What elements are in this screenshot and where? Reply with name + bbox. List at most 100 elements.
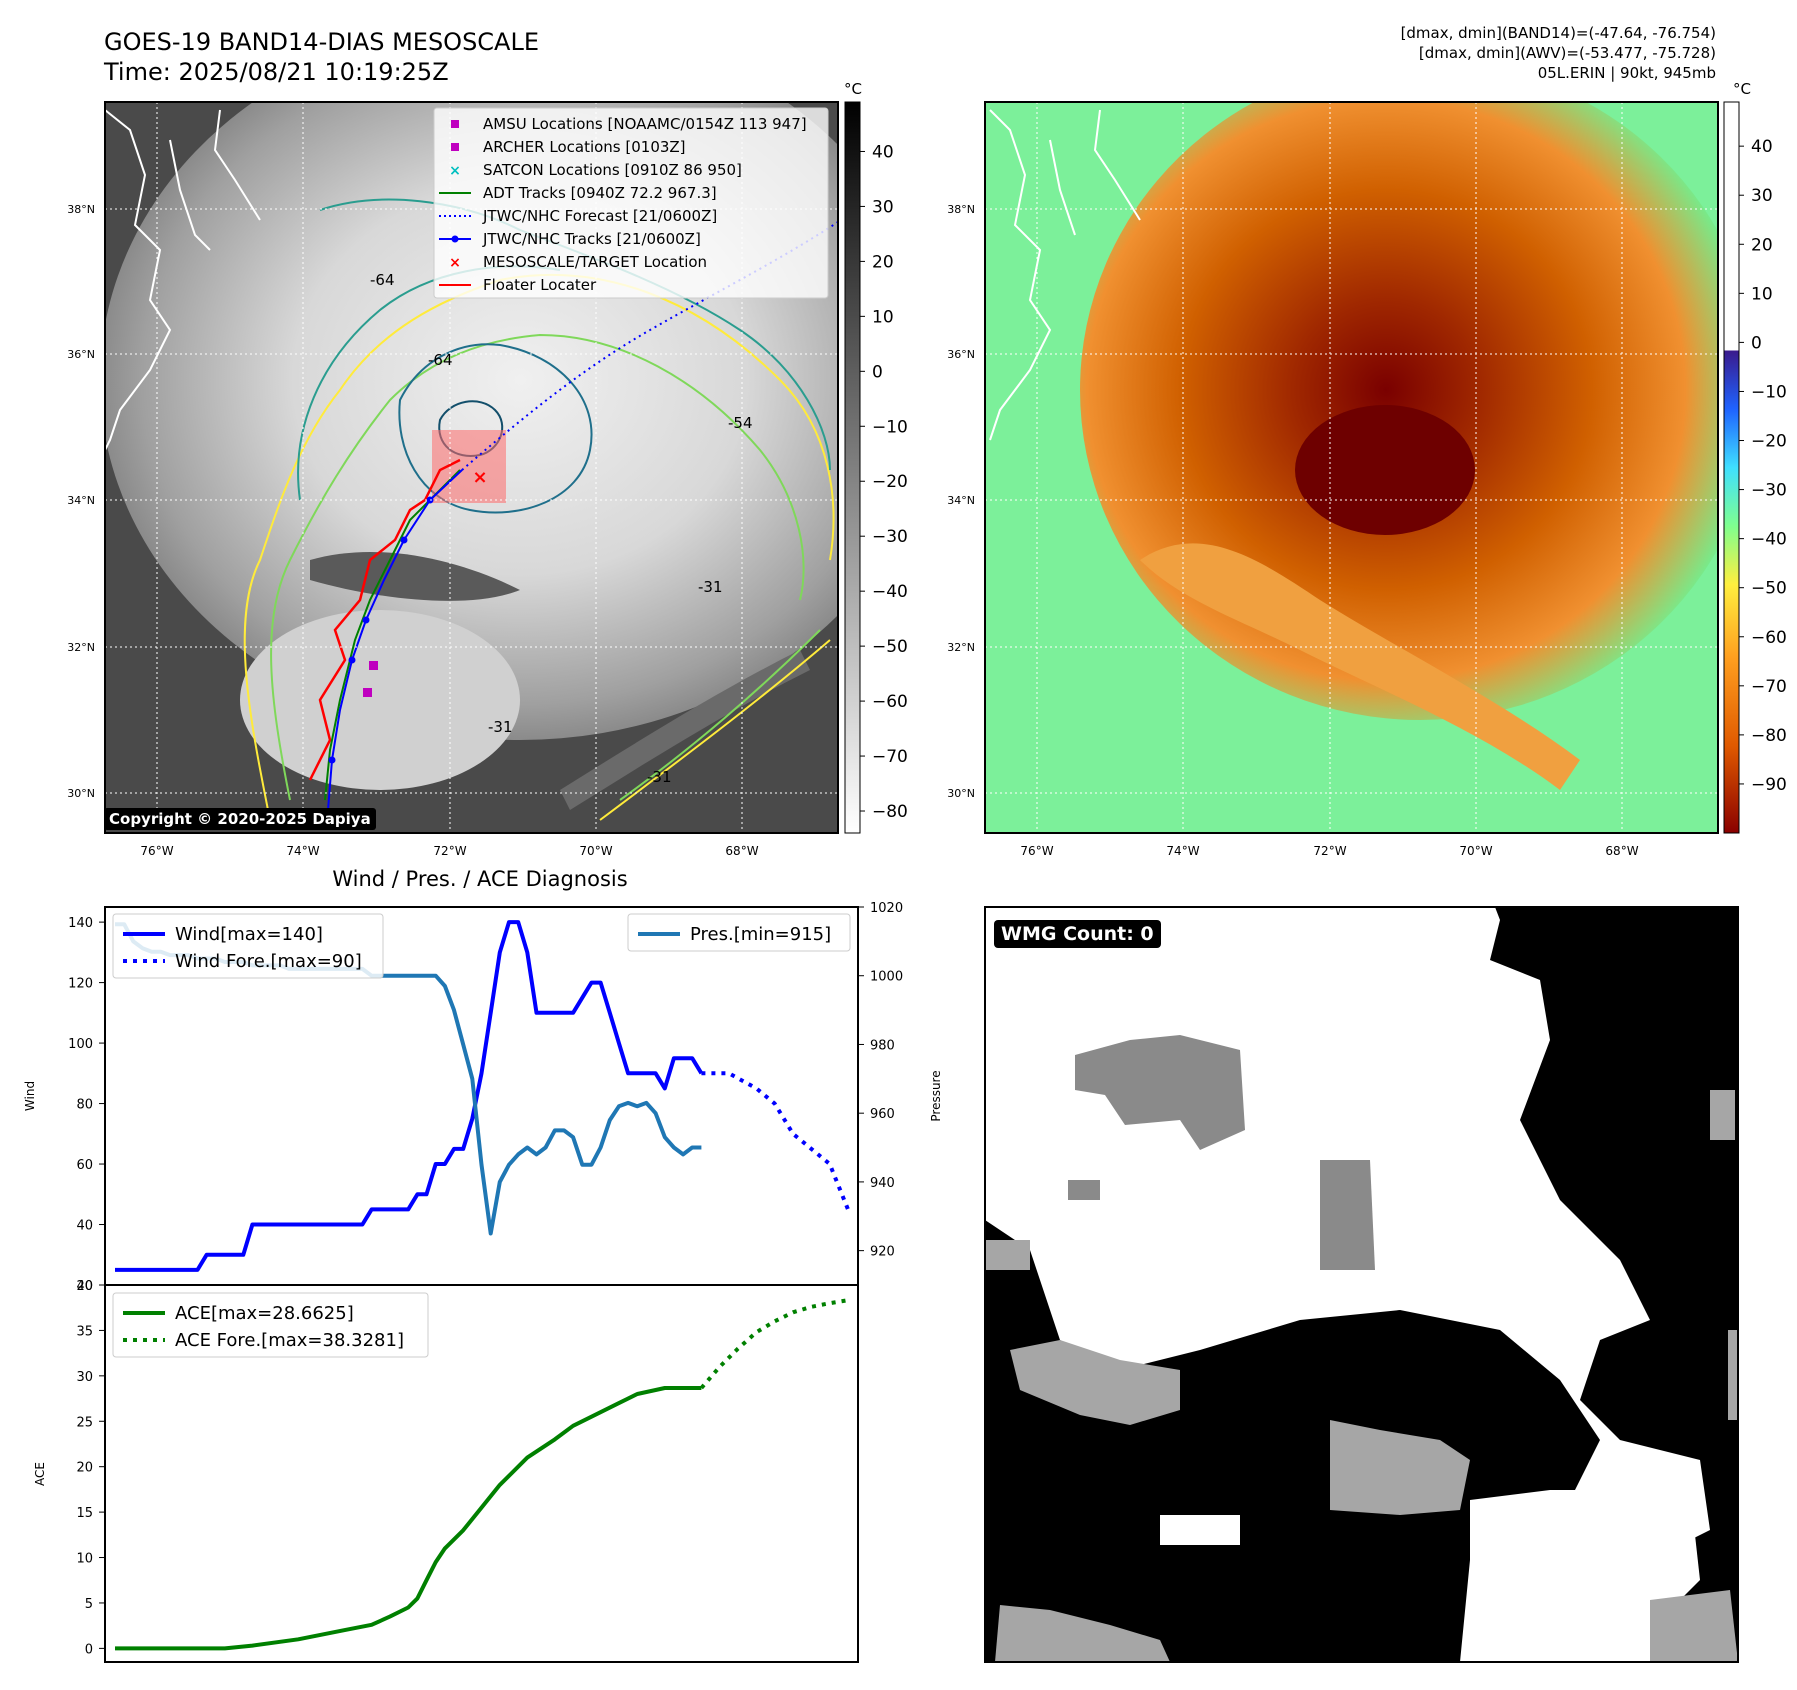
y-tick-label: 140 <box>68 916 93 931</box>
chart-legend-box <box>112 1292 429 1358</box>
diag-title: Wind / Pres. / ACE Diagnosis <box>332 867 627 891</box>
track-legend: AMSU Locations [NOAAMC/0154Z 113 947] ARC… <box>433 107 829 299</box>
ir-colorbar-fill <box>844 101 861 834</box>
colorbar-tick-label: 30 <box>872 197 894 217</box>
ace-axis-label: ACE <box>33 1462 47 1486</box>
figure-title-line2: Time: 2025/08/21 10:19:25Z <box>103 58 449 86</box>
legend-label: JTWC/NHC Forecast [21/0600Z] <box>482 207 717 225</box>
wmg-frame <box>984 906 1739 1663</box>
series-line-1 <box>699 1298 849 1390</box>
contour-label: -31 <box>647 768 672 786</box>
lat-tick-label: 36°N <box>67 348 95 361</box>
lat-tick-label: 38°N <box>67 203 95 216</box>
color-colorbar-unit: °C <box>1733 80 1751 98</box>
colorbar-tick-label: −90 <box>1751 775 1787 795</box>
gridlines-right <box>985 102 1718 833</box>
pressure-axis-label: Pressure <box>929 1070 943 1121</box>
legend-label: MESOSCALE/TARGET Location <box>483 253 707 271</box>
contour-label: -31 <box>488 718 513 736</box>
lat-tick-label: 36°N <box>947 348 975 361</box>
wmg-gray-patch-1 <box>1075 1035 1245 1150</box>
ir-colorbar: °C 40 30 20 10 0 −10 −20 −30 −40 −50 −60 −70 −80 <box>844 80 908 834</box>
amsu-marker <box>369 661 378 670</box>
y2-tick-label: 940 <box>870 1176 895 1191</box>
map-tick-labels: 38°N 38°N 36°N 36°N 34°N 34°N 32°N 32°N 30°N 30°N… <box>67 203 1638 858</box>
jtwc-track-dots <box>328 496 434 764</box>
y-tick-label: 0 <box>85 1642 93 1657</box>
ir-dry-band <box>560 650 810 810</box>
color-colorbar-fill <box>1723 101 1740 834</box>
color-map <box>984 101 1719 834</box>
lon-tick-label: 68°W <box>725 844 758 858</box>
chart-legend-box <box>627 913 851 952</box>
colorbar-tick-label: −40 <box>872 582 908 602</box>
lon-tick-label: 76°W <box>140 844 173 858</box>
lon-tick-label: 74°W <box>286 844 319 858</box>
y-tick-label: 40 <box>76 1219 93 1234</box>
y2-tick-label: 980 <box>870 1038 895 1053</box>
legend-label: Floater Locater <box>483 276 597 294</box>
colorbar-tick-label: −20 <box>872 472 908 492</box>
colorbar-tick-label: −20 <box>1751 432 1787 452</box>
y2-tick-label: 1020 <box>870 901 903 916</box>
legend-marker-dot <box>451 235 459 243</box>
series-line-0 <box>115 1386 702 1651</box>
color-map-frame <box>984 101 1719 834</box>
series-line-1 <box>701 1071 850 1211</box>
lat-tick-label: 30°N <box>947 787 975 800</box>
color-colorbar: °C 40 30 20 10 0 −10 −20 −30 −40 −50 −60 −70 −80 −90 <box>1723 80 1787 834</box>
wmg-gray-patch-4 <box>1010 1340 1180 1425</box>
legend-label: SATCON Locations [0910Z 86 950] <box>483 161 742 179</box>
colorbar-tick-label: 10 <box>872 307 894 327</box>
ace-panel-frame <box>104 1284 859 1663</box>
legend-marker <box>451 120 459 128</box>
y-tick-label: 30 <box>76 1370 93 1385</box>
y-tick-label: 25 <box>76 1415 93 1430</box>
colorbar-tick-label: 30 <box>1751 186 1773 206</box>
legend-label: JTWC/NHC Tracks [21/0600Z] <box>482 230 701 248</box>
colorbar-tick-label: −30 <box>872 527 908 547</box>
floater-track <box>308 458 461 781</box>
lon-tick-label: 68°W <box>1605 844 1638 858</box>
lat-tick-label: 30°N <box>67 787 95 800</box>
y-tick-label: 20 <box>76 1461 93 1476</box>
legend-marker <box>451 143 459 151</box>
colorbar-tick-label: 20 <box>1751 235 1773 255</box>
color-eye-region <box>1295 405 1475 535</box>
contour-lightgreen <box>270 333 821 801</box>
coastline-right <box>989 109 1141 441</box>
contour-label: -64 <box>370 271 395 289</box>
chart-legend-label: ACE Fore.[max=38.3281] <box>175 1330 404 1351</box>
ir-colorbar-unit: °C <box>844 80 862 98</box>
ir-cloud-band <box>240 610 520 790</box>
colorbar-tick-label: 40 <box>872 142 894 162</box>
contour-label: -64 <box>428 351 453 369</box>
contour-label: -31 <box>698 578 723 596</box>
chart-legend-label: Wind Fore.[max=90] <box>175 951 362 972</box>
y-tick-label: 40 <box>76 1279 93 1294</box>
lat-tick-label: 38°N <box>947 203 975 216</box>
colorbar-tick-label: −70 <box>1751 677 1787 697</box>
colorbar-tick-label: −10 <box>872 417 908 437</box>
wmg-gray-patch-3 <box>1068 1180 1100 1200</box>
coastline <box>105 109 261 451</box>
wmg-white-blob-small <box>1160 1515 1240 1545</box>
wmg-gray-patch-8 <box>985 1240 1030 1270</box>
wmg-gray-patch-9 <box>1710 1090 1735 1140</box>
colorbar-tick-label: −80 <box>872 802 908 822</box>
colorbar-tick-label: −10 <box>1751 382 1787 402</box>
track-dot <box>348 656 356 664</box>
y-tick-label: 35 <box>76 1324 93 1339</box>
colorbar-tick-label: −30 <box>1751 481 1787 501</box>
chart-legend-label: Wind[max=140] <box>175 924 323 945</box>
lon-tick-label: 70°W <box>1459 844 1492 858</box>
legend-label: ADT Tracks [0940Z 72.2 967.3] <box>483 184 717 202</box>
wmg-count-label: WMG Count: 0 <box>994 920 1161 948</box>
ace-panel: ACE 0 5 10 15 20 25 30 35 40 ACE[max=28.6625] ACE … <box>33 1279 859 1663</box>
colorbar-tick-label: −70 <box>872 747 908 767</box>
colorbar-tick-label: −80 <box>1751 726 1787 746</box>
legend-label: ARCHER Locations [0103Z] <box>483 138 686 156</box>
colorbar-tick-label: 40 <box>1751 137 1773 157</box>
wmg-gray-patch-5 <box>1330 1420 1470 1515</box>
